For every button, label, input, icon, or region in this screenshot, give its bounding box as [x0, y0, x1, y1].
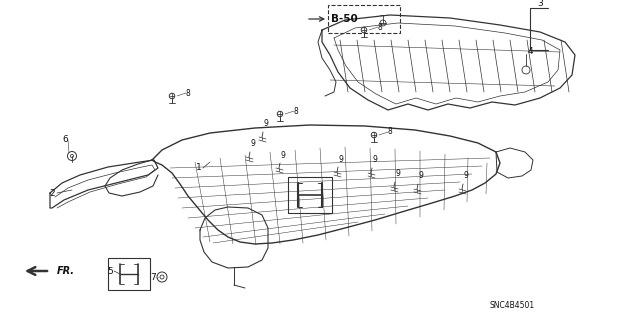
Text: FR.: FR.	[57, 266, 75, 276]
Text: 9: 9	[463, 172, 468, 181]
Text: 9: 9	[251, 139, 255, 149]
Bar	[288, 177, 332, 213]
Text: 8: 8	[388, 128, 392, 137]
Bar	[328, 5, 400, 33]
Text: 9: 9	[264, 120, 268, 129]
Text: 5: 5	[107, 266, 113, 276]
Text: 9: 9	[396, 169, 401, 179]
Text: 2: 2	[49, 189, 55, 197]
Text: 4: 4	[527, 48, 533, 56]
Text: 8: 8	[378, 23, 382, 32]
Text: 9: 9	[280, 151, 285, 160]
Text: 6: 6	[62, 136, 68, 145]
Text: 9: 9	[419, 172, 424, 181]
Text: 7: 7	[150, 272, 156, 281]
Text: 9: 9	[372, 155, 378, 165]
Text: 9: 9	[339, 154, 344, 164]
Text: 8: 8	[186, 88, 190, 98]
Text: SNC4B4501: SNC4B4501	[490, 301, 535, 310]
Text: B-50: B-50	[331, 14, 358, 24]
Text: 3: 3	[537, 0, 543, 9]
Text: 8: 8	[294, 107, 298, 115]
Text: 1: 1	[196, 164, 202, 173]
Bar	[108, 258, 150, 290]
